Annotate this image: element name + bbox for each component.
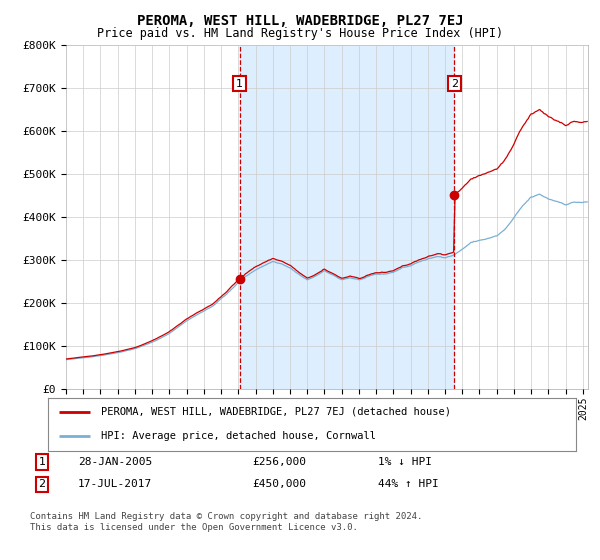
- Text: 2: 2: [451, 78, 458, 88]
- Text: 1: 1: [38, 457, 46, 467]
- Text: £450,000: £450,000: [252, 479, 306, 489]
- Text: Price paid vs. HM Land Registry's House Price Index (HPI): Price paid vs. HM Land Registry's House …: [97, 27, 503, 40]
- Text: 17-JUL-2017: 17-JUL-2017: [78, 479, 152, 489]
- Text: 28-JAN-2005: 28-JAN-2005: [78, 457, 152, 467]
- Text: Contains HM Land Registry data © Crown copyright and database right 2024.
This d: Contains HM Land Registry data © Crown c…: [30, 512, 422, 532]
- Text: PEROMA, WEST HILL, WADEBRIDGE, PL27 7EJ: PEROMA, WEST HILL, WADEBRIDGE, PL27 7EJ: [137, 14, 463, 28]
- Text: 1% ↓ HPI: 1% ↓ HPI: [378, 457, 432, 467]
- Text: 1: 1: [236, 78, 243, 88]
- Bar: [239, 45, 454, 389]
- Text: 2: 2: [38, 479, 46, 489]
- Text: £256,000: £256,000: [252, 457, 306, 467]
- Text: PEROMA, WEST HILL, WADEBRIDGE, PL27 7EJ (detached house): PEROMA, WEST HILL, WADEBRIDGE, PL27 7EJ …: [101, 407, 451, 417]
- Text: HPI: Average price, detached house, Cornwall: HPI: Average price, detached house, Corn…: [101, 431, 376, 441]
- Text: 44% ↑ HPI: 44% ↑ HPI: [378, 479, 439, 489]
